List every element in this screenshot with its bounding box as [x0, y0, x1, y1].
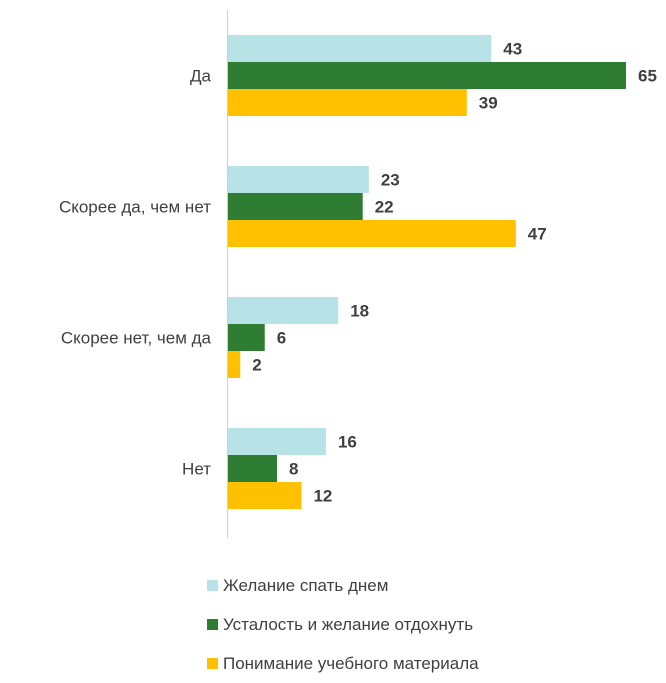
data-label: 43	[503, 40, 522, 59]
bar-3-category-1	[228, 89, 467, 116]
legend-label: Усталость и желание отдохнуть	[223, 614, 474, 634]
bar-3-category-2	[228, 220, 516, 247]
bar-2-category-2	[228, 193, 363, 220]
category-label: Нет	[182, 460, 211, 479]
bar-2-category-4	[228, 455, 277, 482]
legend-swatch	[207, 580, 218, 591]
bar-1-category-4	[228, 428, 326, 455]
category-label: Да	[190, 67, 212, 86]
legend-label: Понимание учебного материала	[223, 653, 479, 673]
bars-layer	[228, 35, 626, 509]
data-label: 22	[375, 198, 394, 217]
data-label: 6	[277, 329, 286, 348]
bar-2-category-1	[228, 62, 626, 89]
data-label: 47	[528, 225, 547, 244]
data-label: 16	[338, 433, 357, 452]
data-label: 39	[479, 94, 498, 113]
data-label: 8	[289, 460, 298, 479]
category-label: Скорее нет, чем да	[61, 329, 212, 348]
data-label: 18	[350, 302, 369, 321]
data-label: 23	[381, 171, 400, 190]
bar-1-category-3	[228, 297, 339, 324]
data-label: 12	[313, 487, 332, 506]
legend-swatch	[207, 658, 218, 669]
bar-3-category-4	[228, 482, 302, 509]
legend-item: Усталость и желание отдохнуть	[207, 605, 479, 644]
bar-3-category-3	[228, 351, 241, 378]
bar-2-category-3	[228, 324, 265, 351]
legend: Желание спать днем Усталость и желание от…	[207, 566, 479, 683]
data-label: 2	[252, 356, 261, 375]
bar-1-category-2	[228, 166, 369, 193]
category-label: Скорее да, чем нет	[59, 198, 211, 217]
data-label: 65	[638, 67, 657, 86]
bar-1-category-1	[228, 35, 492, 62]
legend-label: Желание спать днем	[223, 575, 389, 595]
legend-item: Понимание учебного материала	[207, 644, 479, 683]
legend-item: Желание спать днем	[207, 566, 479, 605]
legend-swatch	[207, 619, 218, 630]
labels-layer: Да 43 65 39 Скорее да, чем нет 23 22 47 Скорее н…	[59, 40, 657, 506]
